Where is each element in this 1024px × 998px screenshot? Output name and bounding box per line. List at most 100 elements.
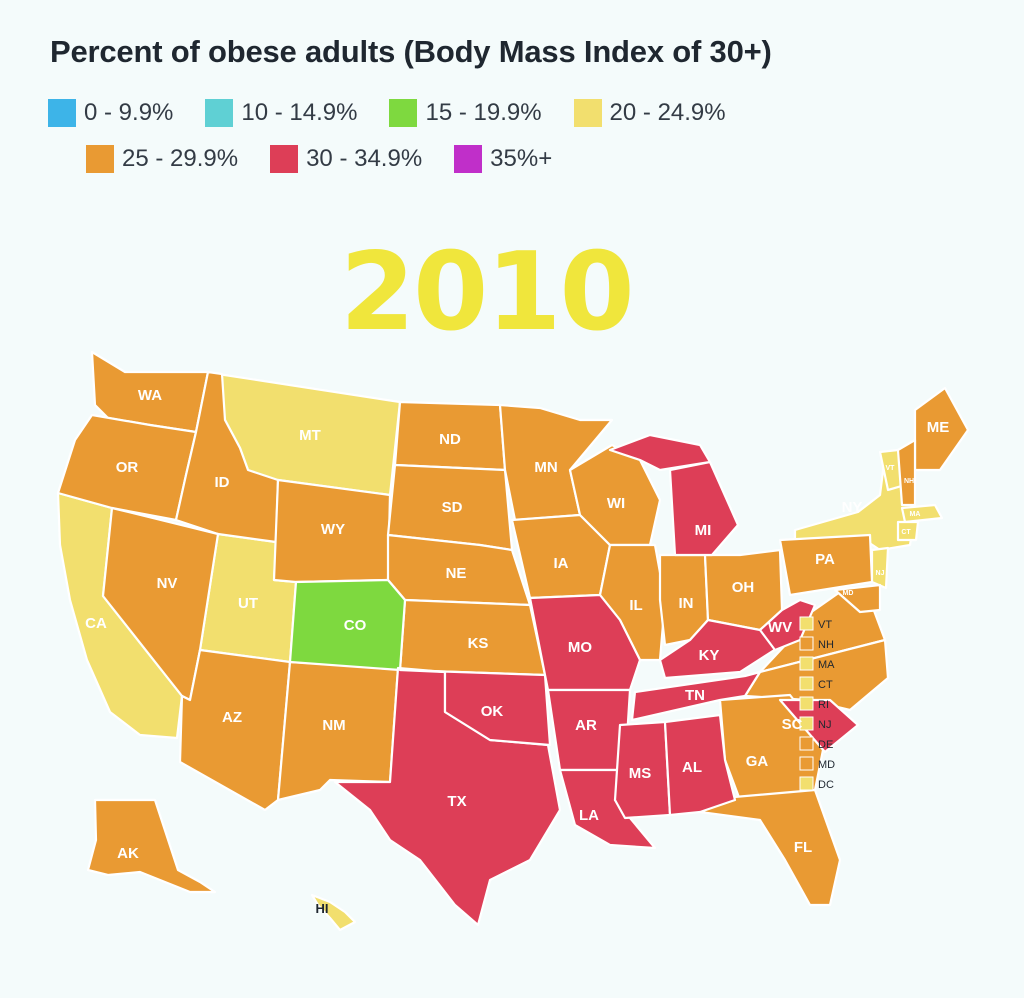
label-ga: GA <box>746 753 769 770</box>
label-co: CO <box>344 617 367 634</box>
state-md <box>833 583 882 614</box>
legend-item-6: 35%+ <box>454 145 552 173</box>
label-nm: NM <box>322 717 345 734</box>
legend-item-0: 0 - 9.9% <box>48 99 173 127</box>
year-heading: 2010 <box>340 230 635 355</box>
small-state-swatch-ct <box>799 676 814 691</box>
state-mo <box>528 593 642 692</box>
label-la: LA <box>579 807 599 824</box>
small-state-label-dc: DC <box>818 779 834 791</box>
label-ky: KY <box>699 647 720 664</box>
small-state-label-ri: RI <box>818 699 829 711</box>
label-oh: OH <box>732 579 755 596</box>
state-fl <box>698 788 842 907</box>
legend-item-3: 20 - 24.9% <box>573 99 726 127</box>
state-pa <box>778 533 874 597</box>
label-ar: AR <box>575 717 597 734</box>
label-ks: KS <box>468 635 489 652</box>
state-labels: WA OR CA ID NV MT WY UT AZ CO NM ND SD N… <box>85 387 949 916</box>
small-state-swatch-vt <box>799 616 814 631</box>
label-mt: MT <box>299 427 321 444</box>
label-tn: TN <box>685 687 705 704</box>
map-title: Percent of obese adults (Body Mass Index… <box>50 34 772 69</box>
small-state-swatch-de <box>799 736 814 751</box>
label-ia: IA <box>554 555 569 572</box>
label-ms: MS <box>629 765 652 782</box>
state-mi <box>608 433 740 557</box>
label-mo: MO <box>568 639 592 656</box>
small-state-swatch-ri <box>799 696 814 711</box>
label-ok: OK <box>481 703 504 720</box>
label-sd: SD <box>442 499 463 516</box>
label-ne: NE <box>446 565 467 582</box>
label-ca: CA <box>85 615 107 632</box>
label-mi: MI <box>695 522 712 539</box>
label-wv: WV <box>768 619 792 636</box>
small-state-swatch-dc <box>799 776 814 791</box>
legend-swatch-2 <box>389 99 418 127</box>
label-pa: PA <box>815 551 835 568</box>
small-state-label-ma: MA <box>818 659 835 671</box>
label-me: ME <box>927 419 950 436</box>
label-tx: TX <box>447 793 466 810</box>
legend-label-4: 25 - 29.9% <box>122 145 239 172</box>
state-nj <box>870 546 890 590</box>
label-nj: NJ <box>876 570 885 577</box>
label-wy: WY <box>321 521 345 538</box>
small-state-label-md: MD <box>818 759 835 771</box>
state-ak <box>86 798 217 894</box>
small-state-swatch-ma <box>799 656 814 671</box>
label-mn: MN <box>534 459 557 476</box>
label-fl: FL <box>794 839 812 856</box>
small-state-label-ct: CT <box>818 679 833 691</box>
label-al: AL <box>682 759 702 776</box>
label-il: IL <box>629 597 642 614</box>
legend-row-1: 0 - 9.9% 10 - 14.9% 15 - 19.9% 20 - 24.9… <box>48 93 948 133</box>
small-state-swatch-nh <box>799 636 814 651</box>
small-state-label-nj: NJ <box>818 719 831 731</box>
label-wi: WI <box>607 495 625 512</box>
legend-swatch-6 <box>454 145 483 173</box>
state-al <box>663 713 737 817</box>
legend-item-2: 15 - 19.9% <box>389 99 542 127</box>
small-state-swatch-nj <box>799 716 814 731</box>
state-hi <box>310 893 357 932</box>
label-nv: NV <box>157 575 178 592</box>
legend-swatch-1 <box>205 99 234 127</box>
state-tn <box>630 670 762 722</box>
small-state-swatch-md <box>799 756 814 771</box>
label-ak: AK <box>117 845 139 862</box>
legend-label-2: 15 - 19.9% <box>425 99 542 126</box>
legend-label-1: 10 - 14.9% <box>241 99 358 126</box>
label-md: MD <box>843 590 854 597</box>
legend-label-3: 20 - 24.9% <box>609 99 726 126</box>
small-states-list: VT NH MA CT RI NJ DE MD DC <box>799 616 835 791</box>
small-state-label-nh: NH <box>818 639 834 651</box>
label-or: OR <box>116 459 139 476</box>
state-ct <box>896 520 920 542</box>
label-nh: NH <box>904 478 914 485</box>
legend-swatch-3 <box>573 99 602 127</box>
state-co <box>288 578 407 672</box>
legend: 0 - 9.9% 10 - 14.9% 15 - 19.9% 20 - 24.9… <box>48 93 948 179</box>
small-state-label-de: DE <box>818 739 833 751</box>
legend-label-5: 30 - 34.9% <box>306 145 423 172</box>
state-wv <box>758 598 817 652</box>
label-hi: HI <box>316 901 329 916</box>
label-ut: UT <box>238 595 258 612</box>
legend-label-6: 35%+ <box>490 145 553 172</box>
legend-swatch-5 <box>270 145 299 173</box>
state-az <box>178 648 292 812</box>
legend-item-4: 25 - 29.9% <box>86 145 238 173</box>
legend-row-2: 25 - 29.9% 30 - 34.9% 35%+ <box>48 139 948 179</box>
label-vt: VT <box>886 465 896 472</box>
small-state-label-vt: VT <box>818 619 832 631</box>
label-ny: NY <box>842 499 863 516</box>
label-sc: SC <box>782 716 803 733</box>
label-id: ID <box>215 474 230 491</box>
label-nd: ND <box>439 431 461 448</box>
label-wa: WA <box>138 387 162 404</box>
label-az: AZ <box>222 709 242 726</box>
legend-swatch-0 <box>48 99 76 127</box>
